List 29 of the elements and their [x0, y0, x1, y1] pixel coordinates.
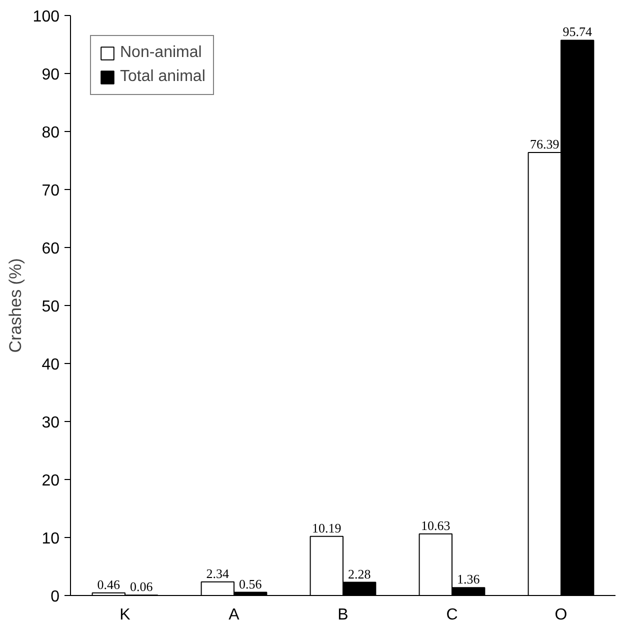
data-label: 10.19 [312, 520, 342, 536]
y-tick-label: 40 [42, 356, 60, 374]
x-tick-label: O [554, 606, 568, 624]
legend-label: Non-animal [120, 44, 202, 62]
y-tick-label: 0 [50, 588, 60, 606]
legend-label: Total animal [120, 68, 206, 86]
y-tick-label: 70 [42, 182, 60, 200]
data-label: 0.46 [97, 576, 121, 592]
y-tick-label: 10 [42, 530, 60, 548]
x-tick-label: K [120, 606, 131, 624]
y-tick-label: 20 [42, 472, 60, 490]
data-label: 0.06 [130, 579, 154, 594]
y-tick-label: 60 [42, 240, 60, 258]
y-axis-title: Crashes (%) [6, 258, 25, 353]
data-label: 0.56 [238, 576, 262, 592]
y-tick-label: 100 [32, 8, 60, 26]
x-tick-label: B [338, 606, 348, 624]
x-tick-label: A [228, 606, 240, 624]
data-label: 2.28 [348, 566, 371, 582]
y-tick-label: 50 [42, 298, 60, 316]
data-label: 95.74 [562, 24, 592, 40]
y-tick-label: 30 [42, 414, 60, 432]
data-label: 2.34 [206, 566, 230, 581]
data-label: 76.39 [530, 136, 560, 152]
data-label: 1.36 [456, 572, 480, 587]
y-tick-label: 80 [42, 124, 60, 142]
y-tick-label: 90 [42, 66, 60, 84]
data-label: 10.63 [421, 518, 450, 533]
x-tick-label: C [446, 606, 458, 624]
